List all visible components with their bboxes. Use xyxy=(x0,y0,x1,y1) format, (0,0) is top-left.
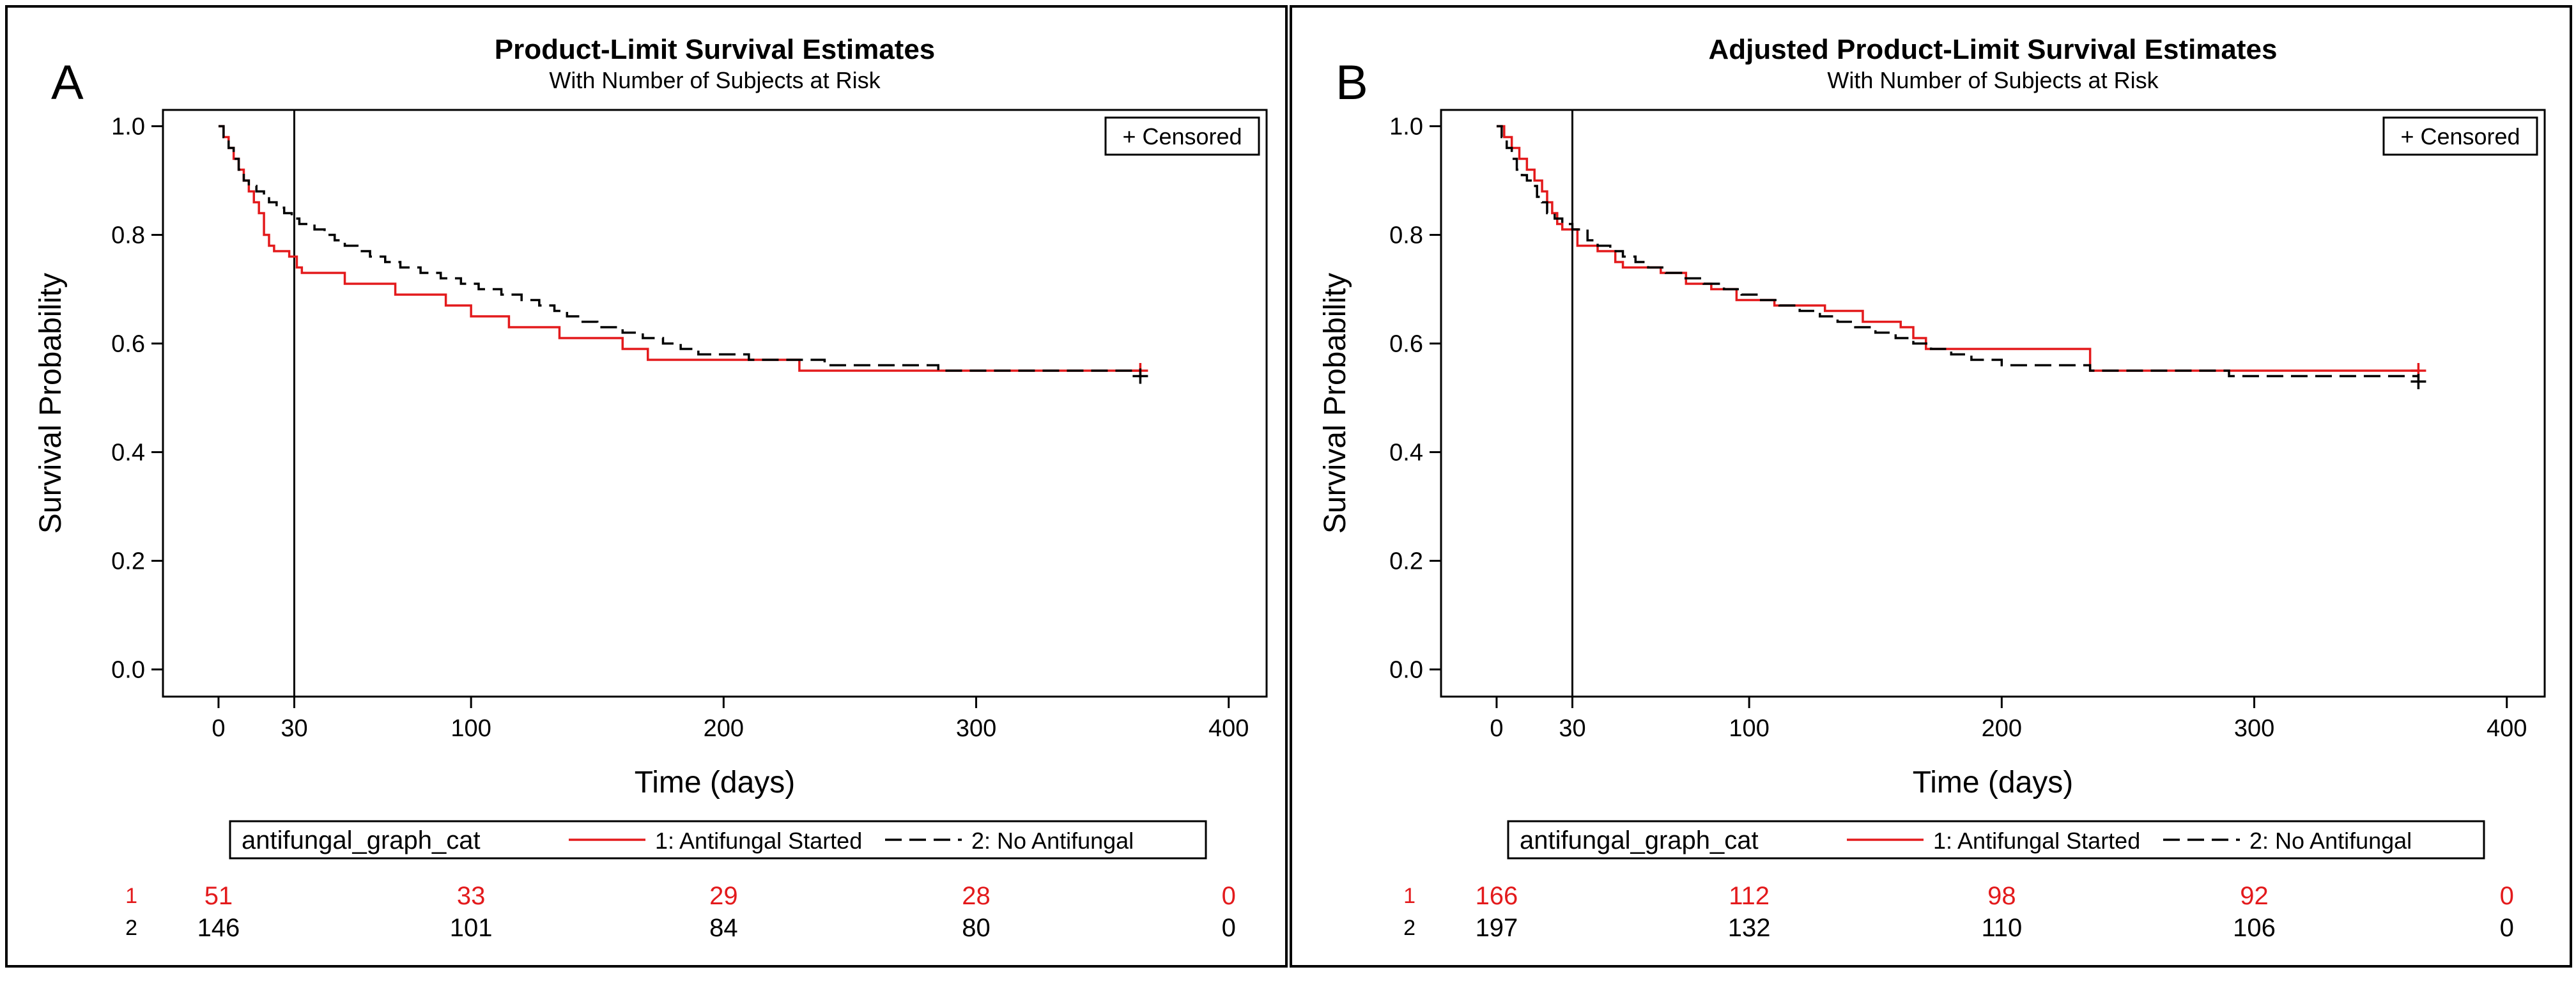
chart-subtitle: With Number of Subjects at Risk xyxy=(1827,67,2159,93)
x-axis-label: Time (days) xyxy=(1913,766,2074,799)
risk-table-cell: 29 xyxy=(709,882,738,910)
risk-table-cell: 0 xyxy=(1222,882,1236,910)
risk-table-cell: 51 xyxy=(204,882,233,910)
y-axis-label: Survival Probability xyxy=(34,273,68,534)
legend-label-2: 2: No Antifungal xyxy=(2249,828,2412,854)
panel-frame xyxy=(5,5,1288,968)
panel-frame xyxy=(1290,5,2572,968)
risk-row-label-2: 2 xyxy=(1403,916,1415,940)
x-tick-label: 300 xyxy=(956,715,996,742)
risk-table-cell: 98 xyxy=(1987,882,2016,910)
series-legend-box xyxy=(229,820,1207,860)
risk-table-cell: 92 xyxy=(2240,882,2269,910)
risk-table-cell: 28 xyxy=(962,882,991,910)
plot-area xyxy=(1440,109,2546,698)
y-tick-label: 0.4 xyxy=(111,440,145,467)
y-tick-label: 0.0 xyxy=(1389,657,1423,684)
censored-mark xyxy=(2410,374,2426,389)
risk-table-cell: 80 xyxy=(962,914,991,942)
x-tick-label: 300 xyxy=(2234,715,2274,742)
x-tick-label: 100 xyxy=(1729,715,1769,742)
series-line-1 xyxy=(218,125,1141,372)
risk-table-cell: 197 xyxy=(1476,914,1518,942)
legend-title: antifungal_graph_cat xyxy=(1520,826,1759,854)
series-legend-box xyxy=(1507,820,2485,860)
x-tick-label: 200 xyxy=(704,715,744,742)
legend-title: antifungal_graph_cat xyxy=(242,826,481,854)
y-axis-label: Survival Probability xyxy=(1318,273,1352,534)
censored-legend-box xyxy=(2382,116,2538,156)
x-axis-label: Time (days) xyxy=(635,766,796,799)
x-tick-label: 30 xyxy=(281,715,307,742)
legend-label-1: 1: Antifungal Started xyxy=(655,828,862,854)
x-tick-label: 100 xyxy=(451,715,491,742)
risk-table-cell: 132 xyxy=(1728,914,1771,942)
plot-area xyxy=(162,109,1268,698)
risk-table-cell: 33 xyxy=(457,882,486,910)
risk-table-cell: 101 xyxy=(450,914,493,942)
risk-row-label-2: 2 xyxy=(125,916,137,940)
censored-legend-box xyxy=(1104,116,1260,156)
risk-table-cell: 166 xyxy=(1476,882,1518,910)
series-line-1 xyxy=(1496,125,2419,372)
chart-subtitle: With Number of Subjects at Risk xyxy=(549,67,881,93)
chart-title: Adjusted Product-Limit Survival Estimate… xyxy=(1709,34,2278,65)
legend-label-2: 2: No Antifungal xyxy=(971,828,1134,854)
risk-table-cell: 110 xyxy=(1981,914,2022,942)
y-tick-label: 0.6 xyxy=(1389,331,1423,358)
censored-legend-label: + Censored xyxy=(2400,123,2520,150)
x-tick-label: 200 xyxy=(1982,715,2022,742)
y-tick-label: 1.0 xyxy=(111,114,145,141)
y-tick-label: 0.2 xyxy=(1389,548,1423,575)
series-line-2 xyxy=(1496,125,2419,378)
risk-table-cell: 146 xyxy=(197,914,240,942)
risk-table-cell: 112 xyxy=(1729,882,1770,910)
y-tick-label: 1.0 xyxy=(1389,114,1423,141)
y-tick-label: 0.4 xyxy=(1389,440,1423,467)
risk-table-cell: 0 xyxy=(2500,914,2514,942)
legend-label-1: 1: Antifungal Started xyxy=(1933,828,2140,854)
censored-legend-label: + Censored xyxy=(1122,123,1242,150)
y-tick-label: 0.8 xyxy=(1389,222,1423,249)
panel-letter: A xyxy=(51,56,84,110)
x-tick-label: 400 xyxy=(2487,715,2527,742)
risk-table-cell: 106 xyxy=(2233,914,2276,942)
risk-table-cell: 0 xyxy=(1222,914,1236,942)
censored-mark xyxy=(1132,368,1148,384)
chart-title: Product-Limit Survival Estimates xyxy=(495,34,936,65)
x-tick-label: 0 xyxy=(212,715,225,742)
y-tick-label: 0.0 xyxy=(111,657,145,684)
x-tick-label: 0 xyxy=(1490,715,1503,742)
risk-table-cell: 84 xyxy=(709,914,738,942)
risk-row-label-1: 1 xyxy=(1403,884,1415,908)
panel-b: B Adjusted Product-Limit Survival Estimat… xyxy=(1290,5,2572,968)
y-tick-label: 0.6 xyxy=(111,331,145,358)
y-tick-label: 0.8 xyxy=(111,222,145,249)
y-tick-label: 0.2 xyxy=(111,548,145,575)
risk-row-label-1: 1 xyxy=(125,884,137,908)
x-tick-label: 30 xyxy=(1559,715,1585,742)
panel-letter: B xyxy=(1336,56,1368,110)
series-line-2 xyxy=(218,125,1141,372)
risk-table-cell: 0 xyxy=(2500,882,2514,910)
x-tick-label: 400 xyxy=(1208,715,1249,742)
